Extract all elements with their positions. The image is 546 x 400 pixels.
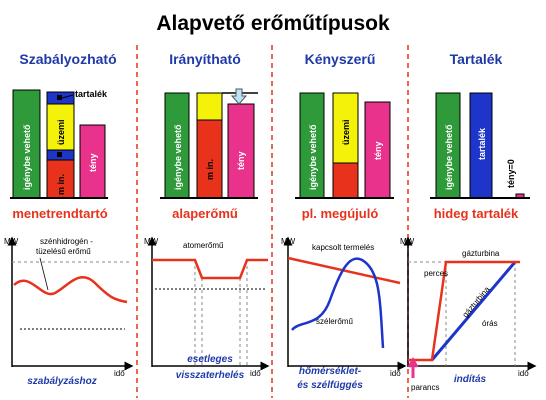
axis-label: idő bbox=[518, 369, 529, 378]
curve-label: gázturbina bbox=[462, 249, 500, 258]
subtitle: menetrendtartó bbox=[12, 206, 107, 221]
caption: esetleges bbox=[187, 354, 233, 365]
curve-label: perces bbox=[424, 269, 448, 278]
bars-1 bbox=[10, 89, 108, 199]
axis-label: MW bbox=[144, 237, 159, 246]
header: Szabályozható bbox=[19, 51, 116, 67]
axis-label: idő bbox=[114, 369, 125, 378]
caption: hőmérséklet- bbox=[299, 366, 362, 377]
bar-label: tény bbox=[88, 153, 98, 172]
subtitle: pl. megújuló bbox=[302, 206, 379, 221]
caption: indítás bbox=[454, 374, 487, 385]
subtitle: hideg tartalék bbox=[434, 206, 519, 221]
bar-label: tartalék bbox=[477, 127, 487, 160]
bar-label: m in. bbox=[56, 174, 66, 195]
separators bbox=[136, 45, 409, 398]
axis-label: MW bbox=[400, 237, 415, 246]
curve-label: órás bbox=[482, 319, 498, 328]
bar-label: igénybe vehető bbox=[444, 124, 454, 190]
chart-4 bbox=[403, 236, 537, 378]
caption: visszaterhelés bbox=[176, 370, 245, 381]
header: Kényszerű bbox=[305, 51, 376, 67]
bar-label: igénybe vehető bbox=[22, 124, 32, 190]
bar-label: igénybe vehető bbox=[308, 124, 318, 190]
curve-label: tüzelésű erőmű bbox=[36, 247, 91, 256]
curve-label: parancs bbox=[411, 383, 439, 392]
curve-label: szénhidrogén - bbox=[40, 237, 93, 246]
curve-label: szélerőmű bbox=[316, 317, 353, 326]
curve-label: kapcsolt termelés bbox=[312, 243, 374, 252]
bars-2 bbox=[160, 88, 258, 199]
bar-label: üzemi bbox=[56, 119, 66, 145]
title: Alapvető erőműtípusok bbox=[156, 12, 390, 35]
bar-label: tartalék bbox=[75, 89, 108, 99]
chart-1 bbox=[7, 236, 134, 371]
bar-label: tény bbox=[373, 141, 383, 160]
header: Irányítható bbox=[169, 51, 241, 67]
caption: és szélfüggés bbox=[297, 380, 363, 391]
bars-4 bbox=[430, 92, 530, 199]
axis-label: MW bbox=[4, 237, 19, 246]
axis-label: idő bbox=[250, 369, 261, 378]
bar-label: igénybe vehető bbox=[173, 124, 183, 190]
curve-label: atomerőmű bbox=[183, 241, 224, 250]
subtitle: alaperőmű bbox=[172, 206, 238, 221]
bar-label: tény=0 bbox=[506, 159, 516, 188]
bar-label: m in. bbox=[205, 159, 215, 180]
chart-3 bbox=[283, 236, 407, 371]
chart-2 bbox=[147, 236, 270, 371]
curve-label: gázturbina bbox=[461, 284, 492, 319]
axis-label: MW bbox=[281, 237, 296, 246]
caption: szabályzáshoz bbox=[27, 376, 96, 387]
header: Tartalék bbox=[450, 51, 503, 67]
axis-label: idő bbox=[390, 369, 401, 378]
bar-label: tény bbox=[236, 151, 246, 170]
bars-3 bbox=[295, 92, 394, 199]
bar-label: üzemi bbox=[341, 119, 351, 145]
